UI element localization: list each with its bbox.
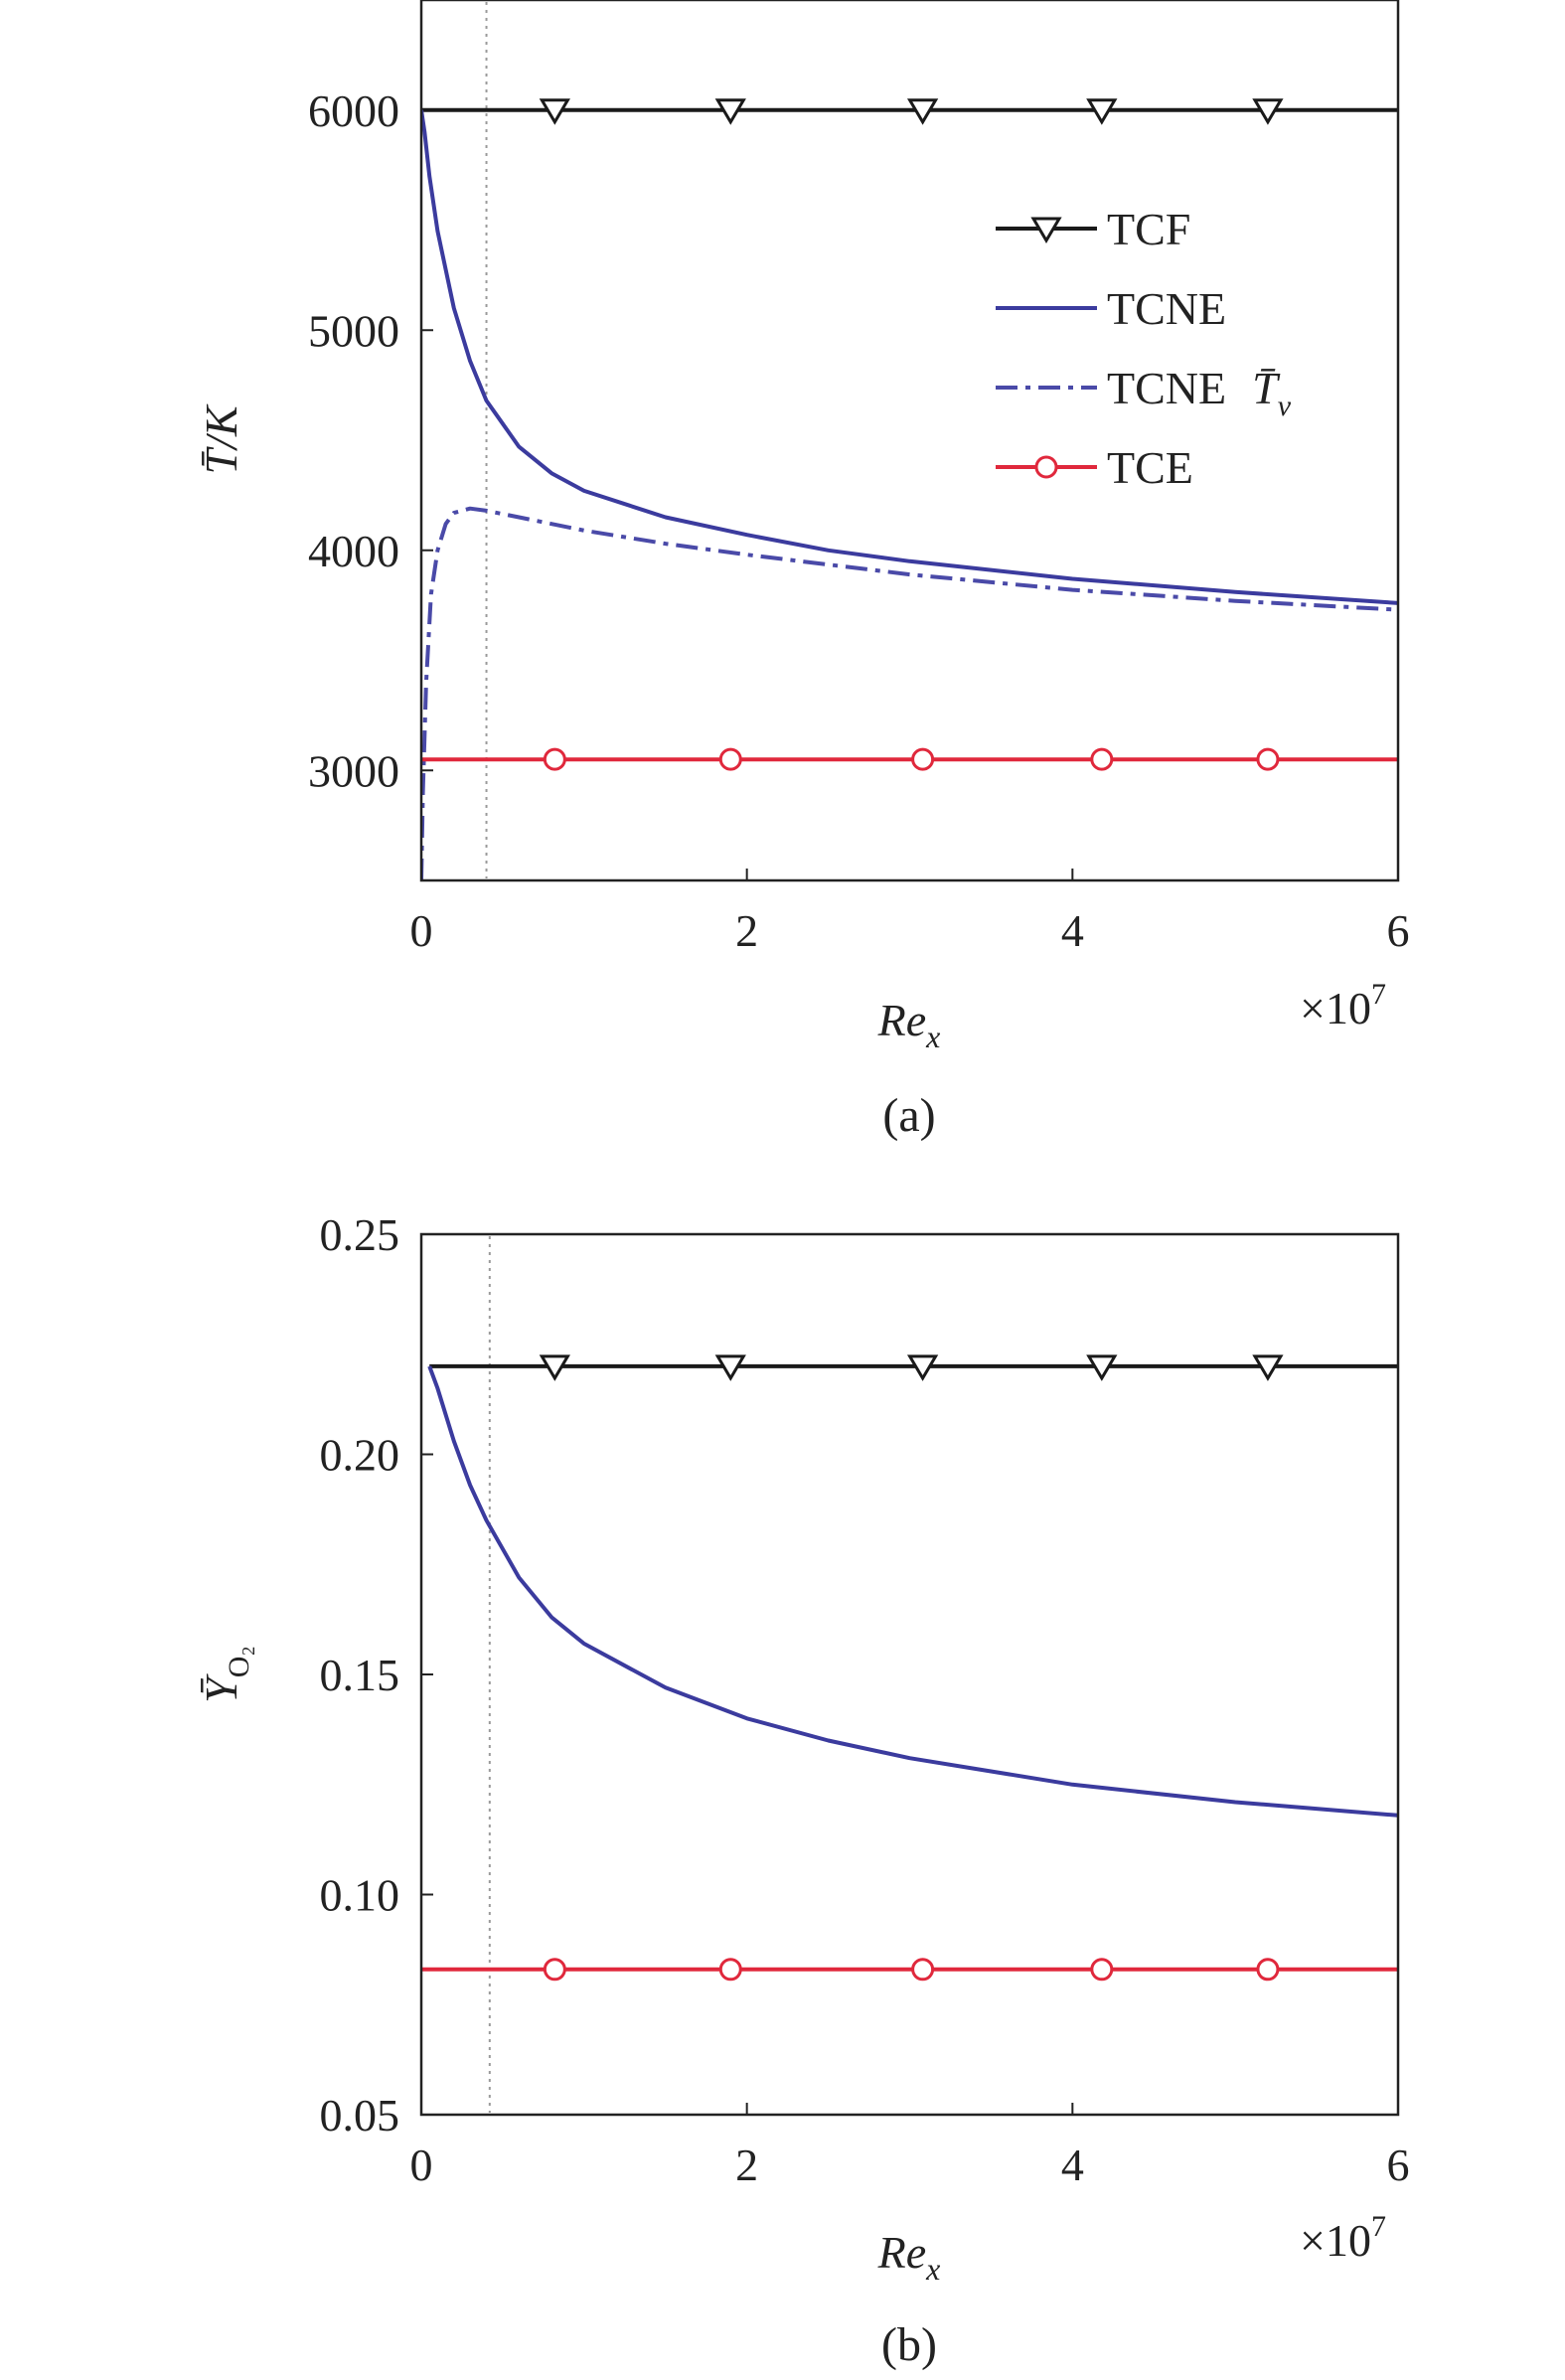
plot-frame	[419, 0, 1400, 882]
legend-marker-triangle	[1030, 217, 1062, 243]
marker-triangle	[714, 1354, 746, 1381]
x-tick-label: 0	[410, 2140, 433, 2190]
y-axis-label: T̄/K	[196, 403, 246, 474]
y-tick-label: 0.05	[320, 2090, 400, 2141]
marker-circle	[911, 1958, 935, 1982]
legend-label-0: TCF	[1107, 204, 1190, 254]
marker-triangle	[714, 98, 746, 125]
marker-triangle	[539, 98, 570, 125]
y-tick-label: 0.20	[320, 1430, 400, 1481]
y-tick-label: 0.15	[320, 1650, 400, 1700]
y-tick-label: 0.10	[320, 1870, 400, 1921]
marker-triangle	[539, 1354, 570, 1381]
panel-caption: (b)	[881, 2318, 937, 2371]
marker-circle	[718, 747, 742, 771]
legend: TCF TCNE TCNE T̄v TCE	[996, 204, 1292, 493]
marker-triangle	[1252, 1354, 1284, 1381]
x-tick-label: 2	[735, 2140, 758, 2190]
x-tick-label: 4	[1061, 2140, 1084, 2190]
plot-area	[421, 98, 1398, 880]
legend-marker-circle	[1034, 455, 1058, 479]
x-tick-label: 0	[410, 905, 433, 956]
panel-caption: (a)	[882, 1089, 935, 1142]
y-axis-label: ȲO₂	[196, 1646, 255, 1703]
marker-circle	[718, 1958, 742, 1982]
panel-b: 0 2 4 6 0.05 0.10 0.15 0.20 0.25 Rex ×107 ȲO₂ (b)	[196, 1209, 1410, 2371]
plot-frame	[419, 1232, 1400, 2117]
series-line-tcne	[421, 109, 1398, 605]
legend-label-3: TCE	[1107, 442, 1193, 493]
legend-label-1: TCNE	[1107, 283, 1226, 334]
marker-triangle	[1086, 98, 1118, 125]
series-line-tcne	[427, 1365, 1398, 1818]
marker-circle	[543, 747, 566, 771]
x-axis-label: Rex	[877, 2227, 941, 2287]
marker-circle	[1256, 1958, 1280, 1982]
plot-area	[421, 1354, 1398, 1982]
x-axis-label: Rex	[877, 995, 941, 1054]
y-tick-label: 5000	[308, 305, 399, 356]
y-tick-label: 0.25	[320, 1209, 400, 1260]
x-multiplier: ×107	[1300, 2210, 1386, 2266]
x-tick-label: 6	[1387, 2140, 1410, 2190]
marker-triangle	[906, 1354, 939, 1381]
panel-a: 0 2 4 6 3000 4000 5000 6000 Rex ×107 T̄/K (a) TCF TCN…	[196, 0, 1410, 1142]
marker-triangle	[1086, 1354, 1118, 1381]
y-tick-label: 6000	[308, 85, 399, 136]
marker-circle	[1090, 1958, 1114, 1982]
series-line-tcne-tv	[421, 506, 1398, 880]
y-tick-label: 3000	[308, 745, 399, 796]
marker-triangle	[906, 98, 939, 125]
x-tick-label: 4	[1061, 905, 1084, 956]
marker-circle	[911, 747, 935, 771]
y-tick-label: 4000	[308, 526, 399, 576]
marker-triangle	[1252, 98, 1284, 125]
x-tick-label: 6	[1387, 905, 1410, 956]
marker-circle	[1090, 747, 1114, 771]
x-multiplier: ×107	[1300, 978, 1386, 1033]
marker-circle	[1256, 747, 1280, 771]
x-tick-label: 2	[735, 905, 758, 956]
legend-label-2: TCNE T̄v	[1107, 363, 1292, 422]
marker-circle	[543, 1958, 566, 1982]
